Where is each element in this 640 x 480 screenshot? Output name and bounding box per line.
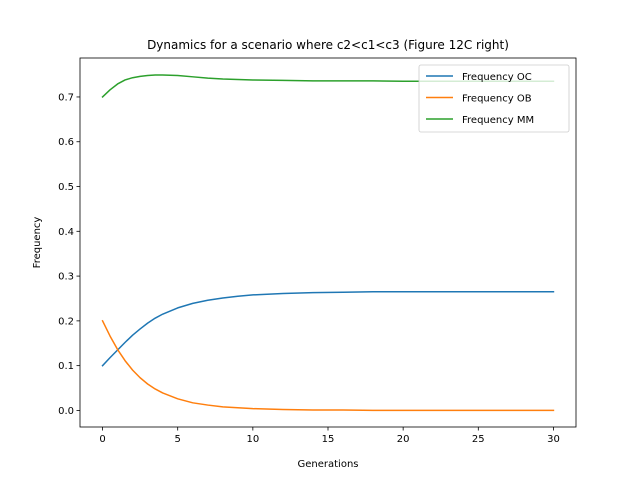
x-tick-label: 5 [175,434,181,445]
y-tick-label: 0.1 [58,361,74,372]
y-tick-label: 0.3 [58,272,74,283]
series-line-frequency-oc [101,291,555,367]
y-tick-label: 0.0 [58,406,74,417]
legend-label: Frequency OC [462,72,532,83]
y-tick-label: 0.6 [58,137,74,148]
y-axis-label: Frequency [32,217,43,269]
x-tick-label: 20 [397,434,410,445]
y-tick-label: 0.7 [58,92,74,103]
y-axis-ticks: 0.0 0.1 0.2 0.3 0.4 0.5 0.6 0.7 [58,92,80,417]
x-tick-label: 0 [99,434,105,445]
y-tick-label: 0.2 [58,316,74,327]
x-axis-label: Generations [298,459,359,470]
legend-label: Frequency MM [462,115,534,126]
x-axis-ticks: 0 5 10 15 20 25 30 [99,427,560,445]
x-tick-label: 10 [246,434,259,445]
x-tick-label: 30 [547,434,560,445]
y-tick-label: 0.5 [58,182,74,193]
chart-title: Dynamics for a scenario where c2<c1<c3 (… [147,38,509,52]
y-tick-label: 0.4 [58,227,74,238]
x-tick-label: 15 [322,434,335,445]
series-line-frequency-ob [101,319,555,412]
legend: Frequency OC Frequency OB Frequency MM [418,64,570,133]
x-tick-label: 25 [472,434,485,445]
legend-label: Frequency OB [462,94,532,105]
legend-box [418,64,570,133]
